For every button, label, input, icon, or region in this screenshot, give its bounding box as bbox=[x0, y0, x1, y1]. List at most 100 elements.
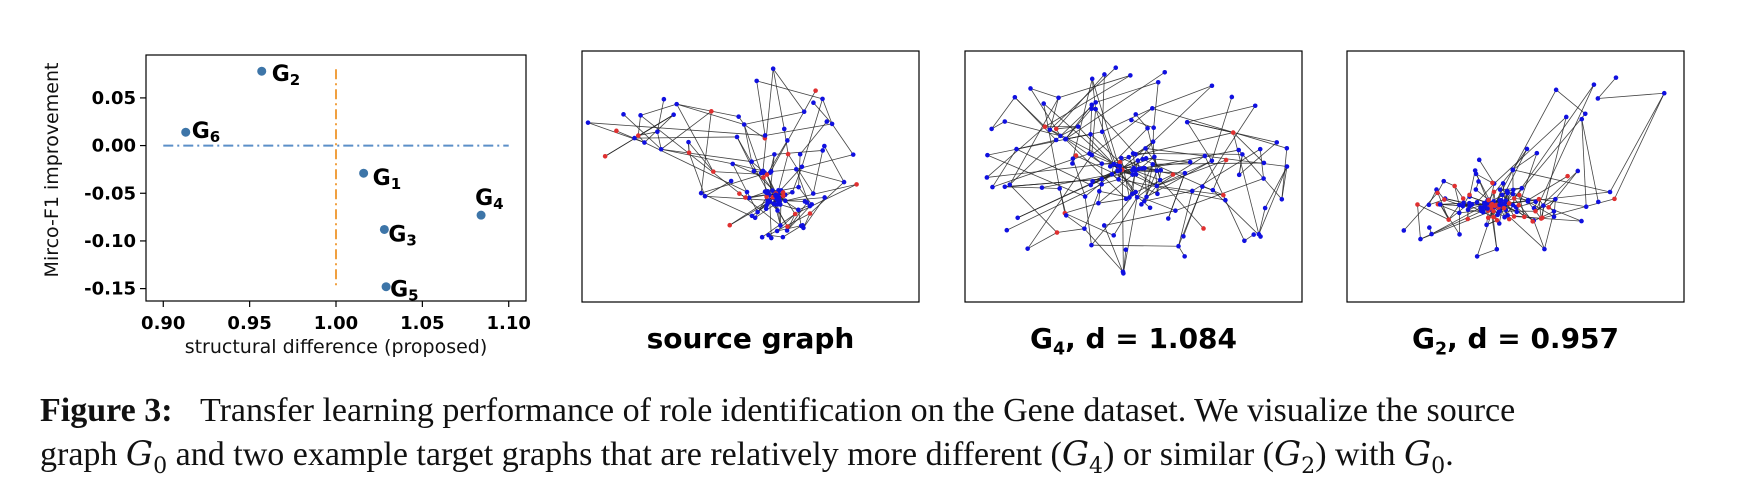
graph-edge bbox=[766, 140, 788, 175]
graph-node-blue bbox=[1152, 154, 1157, 160]
graph-edge bbox=[1184, 160, 1213, 174]
graph-edge bbox=[1101, 74, 1105, 132]
graph-frame bbox=[1346, 50, 1685, 303]
scatter-plot: 0.90 0.95 1.00 1.05 1.10 0.05 0.00 -0.05 -0.10 -… bbox=[41, 54, 531, 358]
graph-node-blue bbox=[822, 143, 827, 149]
graph-edge bbox=[809, 181, 845, 214]
graph-edge bbox=[638, 131, 658, 136]
graph-edge bbox=[1445, 198, 1464, 204]
graph-edge bbox=[1156, 172, 1186, 187]
graph-node-blue bbox=[1135, 158, 1141, 163]
graph-node-blue bbox=[1130, 172, 1135, 177]
graph-node-blue bbox=[1426, 202, 1432, 208]
graph-node-blue bbox=[767, 199, 773, 204]
graph-edge bbox=[765, 123, 833, 136]
graph-node-red bbox=[807, 211, 813, 216]
graph-edge bbox=[1538, 198, 1587, 208]
graph-node-blue bbox=[1209, 83, 1215, 89]
graph-node-blue bbox=[1150, 106, 1155, 111]
graph-node-red bbox=[1490, 180, 1495, 186]
graph-node-blue bbox=[1101, 223, 1107, 228]
graph-edge bbox=[743, 124, 753, 162]
graph-edge bbox=[1004, 186, 1060, 189]
graph-edge bbox=[762, 68, 774, 171]
graph-edge bbox=[1146, 164, 1154, 197]
graph-node-red bbox=[602, 153, 608, 159]
graph-node-blue bbox=[1087, 151, 1092, 156]
graph-edge bbox=[736, 136, 769, 192]
graph-node-blue bbox=[1524, 146, 1530, 152]
graph-edge bbox=[751, 154, 775, 163]
graph-edge bbox=[772, 68, 785, 130]
graph-edge bbox=[1131, 119, 1154, 129]
graph-node-blue bbox=[1229, 94, 1235, 100]
graph-edge bbox=[1091, 244, 1179, 247]
graph-edge bbox=[1006, 183, 1102, 231]
graph-node-blue bbox=[850, 152, 856, 157]
graph-node-blue bbox=[1053, 137, 1059, 143]
graph-edge bbox=[637, 115, 641, 136]
graph-node-blue bbox=[1130, 191, 1135, 197]
graph-node-blue bbox=[632, 135, 637, 141]
graph-edge bbox=[732, 163, 748, 193]
graph-edge bbox=[1500, 187, 1522, 191]
graph-edge bbox=[1153, 82, 1159, 128]
graph-node-blue bbox=[1494, 246, 1500, 252]
graph-edge bbox=[1527, 201, 1555, 218]
scatter-point bbox=[257, 66, 267, 76]
graph-node-blue bbox=[1155, 191, 1160, 197]
graph-node-blue bbox=[1025, 246, 1030, 251]
graph-node-blue bbox=[1534, 150, 1540, 156]
graph-node-blue bbox=[1109, 171, 1115, 177]
graph-edge bbox=[1077, 126, 1114, 165]
graph-node-blue bbox=[1514, 209, 1520, 215]
x-tick-label: 0.90 bbox=[141, 313, 185, 334]
graph-node-blue bbox=[1093, 100, 1099, 105]
graph-node-blue bbox=[1058, 133, 1063, 139]
graph-node-blue bbox=[1261, 176, 1266, 181]
graph-edge bbox=[812, 150, 824, 194]
graph-edge bbox=[1581, 119, 1599, 202]
graph-node-blue bbox=[1162, 69, 1168, 75]
graph-node-blue bbox=[1465, 207, 1471, 213]
graph-edge bbox=[1072, 158, 1086, 197]
graph-edge bbox=[587, 122, 766, 136]
y-tick-label: 0.00 bbox=[92, 136, 136, 157]
graph-node-blue bbox=[638, 113, 643, 118]
graph-edge bbox=[1597, 77, 1617, 99]
graph-node-red bbox=[1491, 214, 1496, 220]
graph-node-blue bbox=[1533, 199, 1538, 205]
graph-node-blue bbox=[773, 192, 779, 198]
graph-node-blue bbox=[1437, 202, 1443, 207]
graph-node-blue bbox=[1012, 94, 1018, 100]
graph-node-blue bbox=[1461, 200, 1466, 206]
panel-title-g2: G2, d = 0.957 bbox=[1411, 322, 1620, 360]
graph-node-red bbox=[1488, 205, 1494, 211]
graph-edge bbox=[1202, 105, 1256, 187]
graph-node-blue bbox=[1154, 168, 1160, 174]
graph-edge bbox=[1044, 75, 1131, 128]
graph-node-blue bbox=[1476, 179, 1481, 184]
graph-edge bbox=[640, 103, 677, 116]
graph-edge bbox=[776, 213, 796, 232]
graph-node-blue bbox=[1187, 159, 1193, 165]
edges bbox=[587, 68, 857, 239]
point-label: G1 bbox=[373, 166, 402, 193]
graph-edge bbox=[1098, 198, 1127, 204]
graph-node-blue bbox=[1551, 209, 1557, 214]
graph-panel-g4 bbox=[964, 50, 1303, 303]
graph-node-blue bbox=[1151, 125, 1156, 131]
graph-node-blue bbox=[1145, 125, 1150, 131]
graph-edge bbox=[781, 186, 799, 191]
graph-node-blue bbox=[1070, 156, 1076, 161]
graph-edge bbox=[772, 68, 805, 112]
graph-node-blue bbox=[1142, 165, 1147, 171]
graph-node-blue bbox=[1519, 185, 1525, 191]
graph-node-blue bbox=[1155, 80, 1161, 85]
graph-node-blue bbox=[1133, 172, 1139, 177]
graph-node-blue bbox=[1002, 119, 1008, 124]
graph-node-blue bbox=[777, 198, 782, 203]
graph-edge bbox=[656, 99, 665, 132]
graph-node-blue bbox=[796, 184, 801, 190]
graph-node-blue bbox=[763, 206, 769, 212]
